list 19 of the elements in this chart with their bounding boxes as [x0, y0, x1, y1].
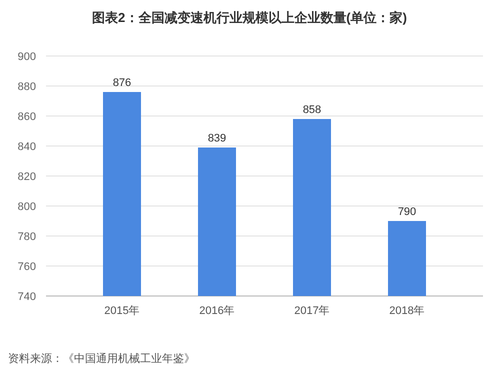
data-label: 790	[398, 206, 416, 218]
y-tick-label: 880	[18, 80, 36, 93]
y-tick-label: 840	[18, 140, 36, 153]
y-tick-label: 900	[18, 50, 36, 63]
y-tick-label: 740	[18, 290, 36, 303]
y-tick-label: 820	[18, 170, 36, 183]
x-tick-label: 2016年	[199, 305, 235, 317]
x-tick-label: 2015年	[104, 305, 140, 317]
x-tick-label: 2017年	[294, 305, 330, 317]
y-tick-label: 800	[18, 200, 36, 213]
text: 资料来源：《中国通用机械工业年鉴》	[8, 352, 195, 365]
y-tick-label: 860	[18, 110, 36, 123]
chart-title: 图表2：全国减变速机行业规模以上企业数量(单位：家)	[92, 10, 407, 25]
data-label: 839	[208, 132, 226, 144]
data-label: 876	[112, 77, 132, 89]
x-tick-label: 2018年	[389, 305, 425, 317]
y-tick-label: 780	[18, 230, 36, 243]
data-label: 858	[302, 104, 322, 116]
y-tick-label: 760	[18, 260, 36, 273]
